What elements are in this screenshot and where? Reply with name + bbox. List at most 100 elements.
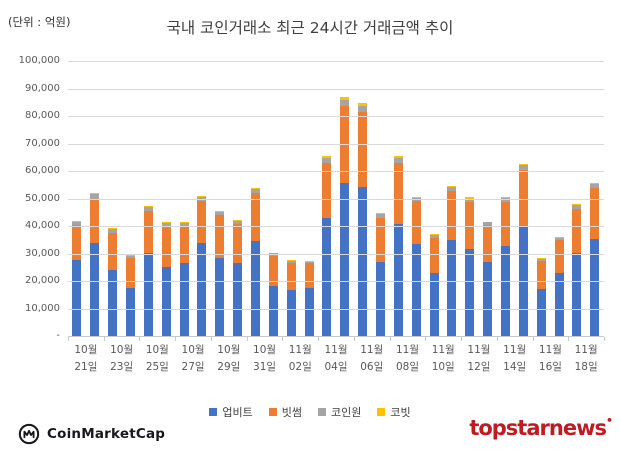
- bar-segment-업비트: [358, 187, 368, 336]
- bar-segment-코인원: [304, 261, 314, 264]
- stacked-bar: [179, 221, 189, 336]
- x-axis-labels: 10월 21일 10월 23일 10월 25일 10월 27일 10월 29일 10월 31일 11월 0…: [68, 342, 604, 376]
- bar-segment-코인원: [590, 183, 600, 188]
- x-axis-label: 10월 23일: [110, 344, 134, 373]
- bar-segment-빗썸: [483, 225, 493, 262]
- x-axis-label: 11월 06일: [360, 344, 384, 373]
- stacked-bar: [411, 196, 421, 336]
- bar-segment-코인원: [108, 229, 118, 234]
- bar-segment-빗썸: [536, 261, 546, 290]
- stacked-bar: [108, 228, 118, 336]
- stacked-bar: [251, 187, 261, 336]
- legend-item-빗썸: 빗썸: [268, 404, 302, 420]
- x-axis-label: 11월 08일: [395, 344, 419, 373]
- bar-segment-코빗: [393, 155, 403, 159]
- bar-segment-빗썸: [518, 169, 528, 226]
- stacked-bar: [215, 210, 225, 336]
- bar-segment-업비트: [126, 288, 135, 336]
- bar-segment-빗썸: [90, 200, 100, 244]
- bar-segment-업비트: [447, 240, 457, 336]
- legend-label: 업비트: [222, 406, 253, 419]
- bar-segment-코인원: [572, 204, 582, 209]
- x-axis-tick: [461, 337, 463, 341]
- bar-segment-업비트: [536, 289, 546, 336]
- coinmarketcap-logo: CoinMarketCap: [18, 423, 165, 445]
- bar-slot-11월 01일: [264, 61, 282, 336]
- bar-segment-코인원: [358, 105, 368, 113]
- bar-segment-빗썸: [572, 208, 582, 254]
- bar-segment-업비트: [554, 272, 564, 336]
- bar-segment-빗썸: [501, 202, 511, 247]
- bar-segment-코빗: [340, 97, 350, 100]
- x-axis-label: 11월 02일: [288, 344, 312, 373]
- bar-segment-코빗: [358, 103, 368, 106]
- gridline: [68, 281, 604, 282]
- bar-segment-코빗: [483, 221, 493, 223]
- y-tick-label: 60,000: [25, 165, 60, 176]
- bar-segment-코인원: [90, 194, 100, 201]
- x-axis-label: 11월 10일: [431, 344, 455, 373]
- bar-segment-빗썸: [143, 210, 153, 253]
- stacked-bar: [447, 186, 457, 336]
- stacked-bar: [90, 192, 100, 336]
- bar-segment-업비트: [429, 272, 439, 336]
- bar-segment-빗썸: [286, 263, 296, 291]
- bar-segment-코빗: [126, 254, 135, 256]
- gridline: [68, 308, 604, 310]
- bar-segment-코빗: [465, 197, 475, 199]
- stacked-bar: [572, 204, 582, 336]
- bar-segment-코빗: [554, 236, 564, 238]
- bar-segment-빗썸: [429, 238, 439, 273]
- stacked-bar: [501, 197, 511, 336]
- stacked-bar: [376, 213, 386, 336]
- bar-segment-코빗: [197, 196, 207, 198]
- stacked-bar: [322, 155, 332, 336]
- stacked-bar: [233, 219, 243, 336]
- stacked-bar: [286, 260, 296, 336]
- stacked-bar: [268, 252, 278, 336]
- x-axis-tick: [282, 337, 284, 341]
- x-axis-tick: [103, 337, 105, 341]
- x-axis-tick: [568, 337, 570, 341]
- stacked-bar: [358, 103, 368, 336]
- bar-segment-업비트: [411, 243, 421, 336]
- bar-segment-코인원: [536, 259, 546, 262]
- bar-segment-빗썸: [590, 187, 600, 240]
- y-tick-label: 90,000: [25, 82, 60, 94]
- coinmarketcap-icon: [18, 423, 40, 445]
- bar-segment-빗썸: [251, 193, 261, 241]
- bar-segment-코빗: [501, 197, 511, 199]
- bar-segment-코인원: [554, 237, 564, 241]
- bar-segment-빗썸: [322, 162, 332, 219]
- bar-slot-11월 18일: [568, 61, 586, 336]
- x-axis-tick: [496, 337, 498, 341]
- stacked-bar: [126, 254, 135, 336]
- y-tick-label: 80,000: [25, 110, 60, 121]
- bar-segment-업비트: [572, 253, 582, 336]
- legend-item-코인원: 코인원: [318, 404, 361, 420]
- legend-swatch: [377, 408, 386, 416]
- bar-segment-코빗: [376, 213, 386, 215]
- gridline: [68, 226, 604, 227]
- bar-segment-코인원: [376, 214, 386, 219]
- stacked-bar: [429, 234, 439, 336]
- bar-slot-10월 22일: [86, 61, 104, 336]
- bar-slot-11월 11일: [443, 61, 461, 336]
- legend-item-코빗: 코빗: [377, 404, 411, 420]
- bar-segment-코빗: [322, 155, 332, 159]
- bar-segment-코빗: [304, 260, 314, 262]
- stacked-bar: [161, 222, 171, 336]
- x-axis-tick: [604, 337, 605, 341]
- bar-slot-11월 16일: [532, 61, 550, 336]
- x-axis-tick: [532, 337, 534, 341]
- bar-segment-빗썸: [304, 263, 314, 289]
- bar-segment-업비트: [304, 288, 314, 336]
- stacked-bar: [483, 221, 493, 336]
- legend-label: 코인원: [331, 406, 362, 419]
- bar-slot-10월 30일: [229, 61, 247, 336]
- bar-segment-코인원: [72, 221, 82, 225]
- x-axis-label: 11월 04일: [324, 344, 348, 373]
- stacked-bar: [72, 220, 82, 336]
- bar-series: [68, 61, 604, 336]
- bar-segment-업비트: [286, 290, 296, 336]
